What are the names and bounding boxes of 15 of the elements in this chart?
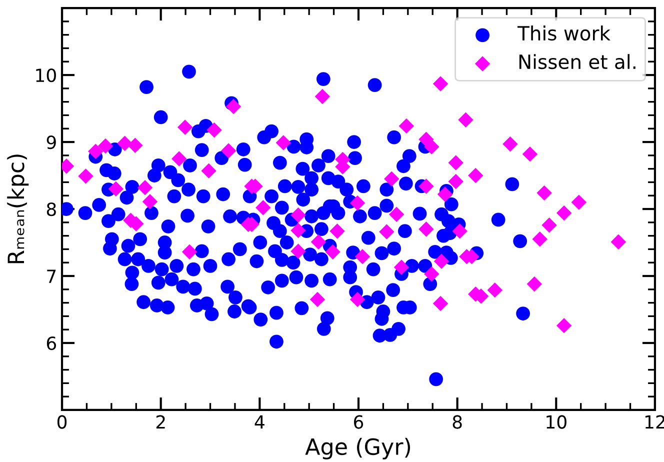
y-tick-label: 6 [46,336,56,350]
x-tick-label: 10 [546,415,566,429]
x-tick-label: 8 [452,415,462,429]
y-tick-label: 7 [47,270,56,283]
y-tick-label: 9 [46,135,56,150]
legend-label: This work [517,26,610,41]
x-tick-label: 2 [156,415,165,429]
y-tick-label: 8 [46,202,56,216]
x-tick-label: 6 [354,415,364,429]
x-tick-label: 0 [57,415,67,429]
legend-label: Nissen et al. [519,54,636,70]
y-tick-label: 10 [36,68,56,82]
x-axis-title: Age (Gyr) [305,438,410,460]
x-tick-label: 4 [254,415,264,429]
y-axis-title: Rₘₑₐₙ(kpc) [7,154,29,264]
